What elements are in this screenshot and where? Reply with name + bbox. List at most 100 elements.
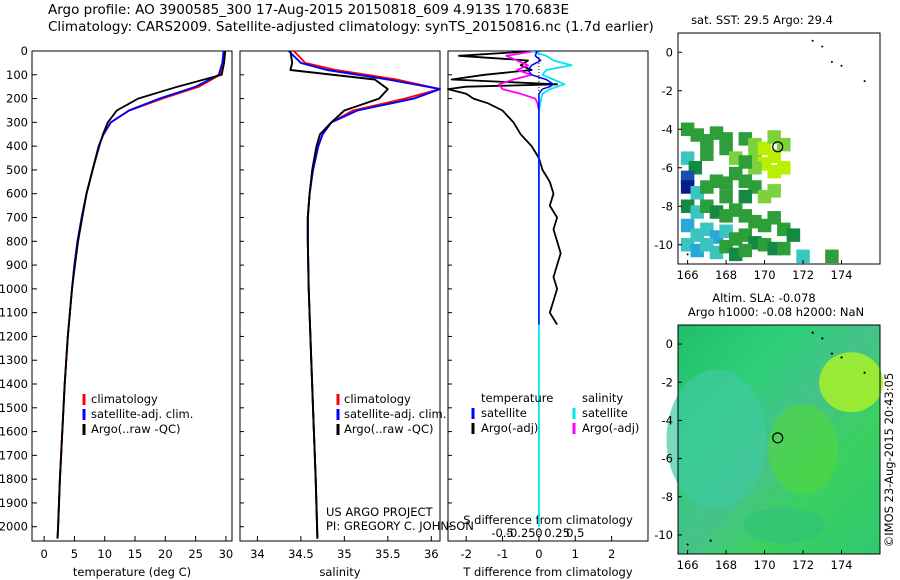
tdiff-x-tick-label: 0	[535, 547, 542, 561]
island-mark	[863, 371, 866, 374]
island-mark	[840, 356, 843, 359]
depth-tick-label: 400	[6, 139, 28, 153]
temperature-x-tick-label: 0	[40, 547, 47, 561]
salinity-legend-label: satellite-adj. clim.	[344, 407, 446, 421]
sdiff-x-tick-label: 0	[535, 526, 542, 540]
sst-map-y-tick-label: -10	[654, 238, 673, 252]
island-mark	[863, 80, 866, 83]
sst-map-cell	[767, 211, 781, 225]
temperature-x-tick-label: 15	[128, 547, 143, 561]
sst-map-y-tick-label: -2	[662, 84, 673, 98]
island-mark	[709, 539, 712, 542]
depth-tick-label: 1900	[0, 496, 28, 510]
depth-tick-label: 900	[6, 258, 28, 272]
sla-map-x-tick-label: 166	[677, 558, 699, 572]
temperature-frame	[31, 50, 233, 542]
sst-map-argo-position-marker	[772, 141, 784, 153]
sst-map-cell	[777, 161, 791, 175]
island-mark	[686, 253, 689, 256]
salinity-x-tick-label: 36	[424, 547, 439, 561]
sla-map-x-tick-label: 174	[831, 558, 853, 572]
depth-tick-label: 200	[6, 92, 28, 106]
temperature-legend-label: satellite-adj. clim.	[91, 407, 193, 421]
temperature-x-tick-label: 5	[71, 547, 78, 561]
depth-tick-label: 0	[21, 44, 28, 58]
depth-tick-label: 500	[6, 163, 28, 177]
sla-map-title: Altim. SLA: -0.078	[712, 291, 816, 305]
temperature-series-argo	[56, 50, 227, 539]
sst-map-cell	[767, 184, 781, 198]
profile-title: Argo profile: AO 3900585_300 17-Aug-2015…	[48, 2, 570, 18]
tdiff-x-tick-label: -2	[460, 547, 471, 561]
sla-map-argo-position-marker	[772, 432, 784, 444]
sdiff-x-tick-label: 0.25	[544, 526, 570, 540]
sla-map-high-patch	[819, 352, 884, 413]
salinity-x-tick-label: 35	[337, 547, 352, 561]
salinity-series-argo	[289, 50, 389, 539]
tdiff-series-satellite	[527, 50, 555, 325]
sla-map-mid-patch	[768, 404, 839, 495]
island-mark	[811, 39, 814, 42]
sla-map-y-tick-label: -8	[662, 490, 673, 504]
sst-map-cell	[700, 147, 714, 162]
sst-map-cell	[719, 189, 733, 204]
temperature-x-label: temperature (deg C)	[73, 565, 191, 579]
salinity-legend-label: climatology	[344, 392, 411, 406]
sdiff-series-satellite	[531, 50, 573, 527]
sdiff-x-label: S difference from climatology	[463, 513, 633, 527]
sst-map-cell	[796, 249, 810, 264]
temperature-series-satellite	[56, 50, 225, 539]
island-mark	[686, 543, 689, 546]
sst-map-x-tick-label: 170	[754, 268, 776, 282]
temperature-series-climatology	[56, 50, 226, 539]
island-mark	[830, 352, 834, 355]
temperature-legend-label: climatology	[91, 392, 158, 406]
sla-map-y-tick-label: -6	[662, 452, 673, 466]
temperature-x-tick-label: 20	[158, 547, 173, 561]
credit-project: US ARGO PROJECT	[326, 505, 434, 519]
sla-map-y-tick-label: -10	[654, 528, 673, 542]
depth-tick-label: 1200	[0, 329, 28, 343]
salinity-x-tick-label: 35.5	[375, 547, 401, 561]
imos-timestamp: ©IMOS 23-Aug-2015 20:43:05	[882, 373, 896, 548]
salinity-series-satellite	[288, 50, 441, 539]
island-mark	[840, 64, 843, 67]
temperature-legend-label: Argo(..raw -QC)	[91, 422, 181, 436]
sst-map-y-tick-label: -8	[662, 199, 673, 213]
diff-legend-label: satellite	[481, 406, 527, 420]
sla-map-x-tick-label: 172	[792, 558, 814, 572]
depth-tick-label: 1800	[0, 472, 28, 486]
sst-map-y-tick-label: -6	[662, 161, 673, 175]
sdiff-x-tick-label: -0.5	[491, 526, 513, 540]
salinity-frame	[239, 50, 441, 542]
sdiff-series-argo	[497, 50, 540, 111]
sla-map-subtitle: Argo h1000: -0.08 h2000: NaN	[688, 305, 864, 319]
depth-tick-label: 300	[6, 115, 28, 129]
sst-map-cell	[777, 241, 791, 256]
sst-map-y-tick-label: -4	[662, 122, 673, 136]
depth-tick-label: 1600	[0, 425, 28, 439]
tdiff-x-tick-label: -1	[497, 547, 508, 561]
depth-tick-label: 2000	[0, 520, 28, 534]
depth-tick-label: 1000	[0, 282, 28, 296]
tdiff-x-tick-label: 1	[572, 547, 579, 561]
tdiff-x-tick-label: 2	[608, 547, 615, 561]
island-mark	[821, 337, 824, 340]
sla-map-y-tick-label: -2	[662, 375, 673, 389]
depth-tick-label: 1400	[0, 377, 28, 391]
sdiff-x-tick-label: 0.5	[566, 526, 584, 540]
temperature-x-tick-label: 30	[219, 547, 234, 561]
climatology-title: Climatology: CARS2009. Satellite-adjuste…	[48, 19, 654, 35]
island-mark	[811, 331, 814, 334]
sst-map-x-tick-label: 166	[677, 268, 699, 282]
island-mark	[830, 60, 833, 63]
diff-legend-header-temperature: temperature	[481, 391, 553, 405]
sst-map-x-tick-label: 174	[831, 268, 853, 282]
sst-map-cell	[738, 189, 753, 204]
depth-tick-label: 100	[6, 68, 28, 82]
sdiff-x-tick-label: -0.25	[506, 526, 536, 540]
tdiff-x-label: T difference from climatology	[462, 565, 633, 579]
difference-frame	[447, 50, 649, 542]
diff-legend-label: Argo(-adj)	[582, 421, 639, 435]
